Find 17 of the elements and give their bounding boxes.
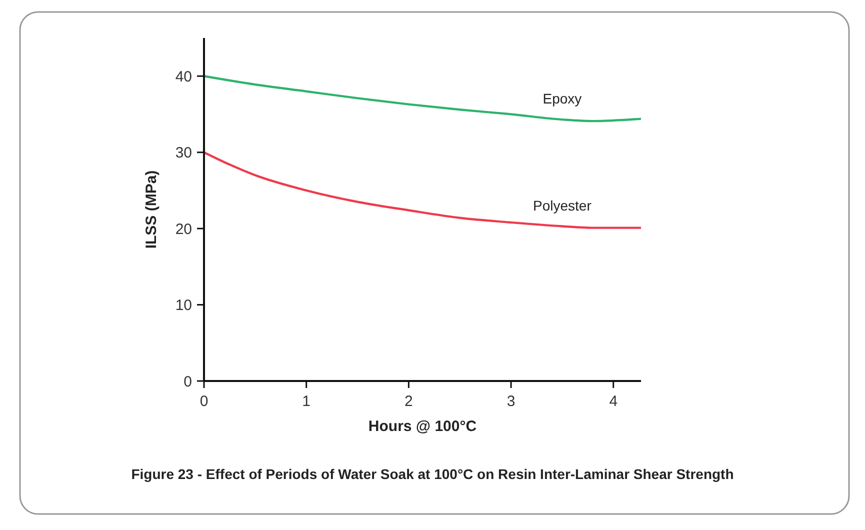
series-label: Polyester [533, 197, 592, 214]
series-label: Epoxy [542, 90, 582, 107]
x-axis-title: Hours @ 100°C [368, 418, 477, 435]
y-tick-label: 30 [175, 144, 192, 162]
y-tick-label: 40 [175, 68, 192, 86]
line-series [202, 75, 642, 122]
x-tick-label: 4 [609, 393, 618, 410]
x-tick-label: 0 [200, 393, 208, 410]
y-tick-label: 0 [184, 373, 192, 390]
line-series [202, 151, 642, 229]
y-axis-title: ILSS (MPa) [143, 170, 160, 249]
caption: Figure 23 - Effect of Periods of Water Soak at 100°C on Resin Inter-Laminar Shear Strength [131, 466, 734, 482]
y-tick-label: 10 [175, 297, 192, 314]
x-tick-label: 3 [506, 393, 516, 410]
y-tick-label: 20 [175, 220, 192, 238]
x-tick-label: 1 [302, 393, 311, 410]
x-tick-label: 2 [404, 393, 413, 410]
